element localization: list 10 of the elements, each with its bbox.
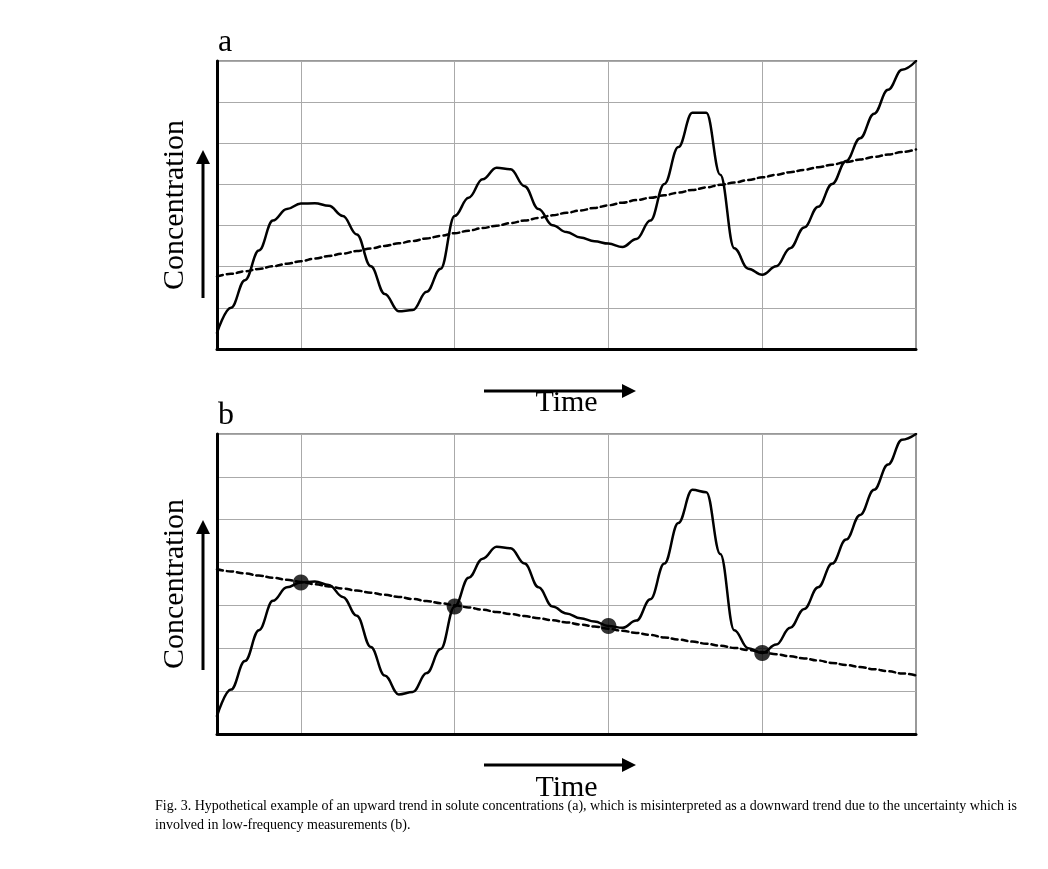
chart-title: b: [218, 395, 234, 431]
point: [292, 574, 309, 591]
x-axis-title: Time: [535, 383, 598, 417]
point: [600, 618, 617, 634]
caption: Fig. 3. Hypothetical example of an upward trend in solute concentrations (a), which is misinterpreted as a downward trend due to the uncertainty which is involved in low-frequency measurements (b).: [155, 797, 1018, 834]
y-axis-title: Concentration: [155, 499, 189, 669]
point: [754, 645, 771, 661]
y-axis-title: Concentration: [155, 120, 189, 290]
chart-title: a: [218, 22, 233, 58]
point: [446, 598, 463, 615]
